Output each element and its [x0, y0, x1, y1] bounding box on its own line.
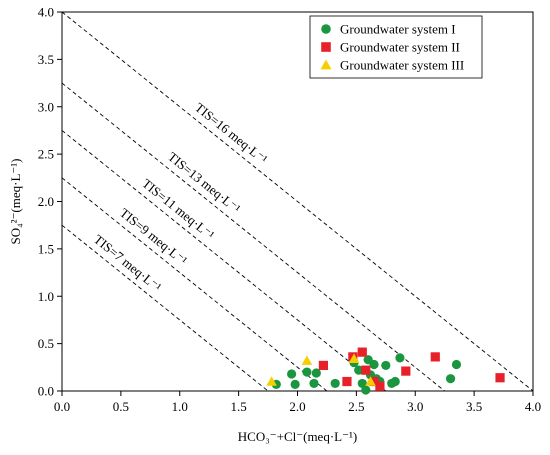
- data-point-circle: [451, 359, 462, 370]
- data-point-triangle: [348, 353, 360, 364]
- reference-lines: [61, 11, 534, 392]
- data-point-circle: [445, 374, 456, 384]
- y-tick-label: 0.5: [38, 336, 54, 351]
- tis-label: TIS=16 meq·L⁻¹: [192, 100, 270, 167]
- data-markers: [266, 347, 505, 395]
- tis-reference-line: [61, 82, 445, 392]
- data-point-circle: [361, 385, 371, 395]
- data-point-circle: [290, 379, 300, 389]
- data-point-circle: [354, 365, 364, 375]
- x-tick-label: 2.0: [289, 399, 305, 414]
- x-tick-label: 3.5: [466, 399, 482, 414]
- series-circle: [271, 353, 462, 395]
- legend-marker-circle: [321, 24, 331, 34]
- legend-marker-triangle: [320, 59, 332, 70]
- x-axis-title: HCO₃⁻+Cl⁻(meq·L⁻¹): [238, 429, 357, 444]
- y-tick-label: 1.0: [38, 289, 54, 304]
- data-point-circle: [381, 360, 391, 371]
- legend-marker-triangle: [320, 59, 332, 70]
- data-point-circle: [302, 367, 312, 377]
- data-point-square: [430, 352, 440, 362]
- x-axis: 0.0 0.5 1.0 1.5 2.0 2.5 3.0 3.5 4.0: [54, 391, 541, 414]
- x-tick-label: 3.0: [407, 399, 423, 414]
- x-tick-label: 2.5: [348, 399, 364, 414]
- y-tick-label: 3.0: [38, 99, 54, 114]
- tis-reference-line: [61, 177, 328, 392]
- legend-box: [309, 15, 483, 79]
- y-axis-title: SO₄²⁻(meq·L⁻¹): [8, 159, 23, 245]
- y-tick-label: 2.5: [38, 147, 54, 162]
- y-tick-label: 0.0: [38, 384, 54, 399]
- legend-item-system-3: Groundwater system III: [320, 58, 464, 73]
- data-point-triangle: [266, 376, 277, 386]
- legend-item-system-1: Groundwater system I: [321, 22, 456, 37]
- data-point-circle: [369, 359, 379, 370]
- legend: Groundwater system I Groundwater system …: [309, 15, 483, 79]
- y-tick-label: 4.0: [38, 5, 54, 20]
- series-triangle: [266, 353, 376, 386]
- data-point-square: [318, 360, 329, 371]
- legend-marker-square: [321, 42, 331, 52]
- y-tick-label: 1.5: [38, 241, 54, 256]
- legend-item-system-2: Groundwater system II: [321, 40, 460, 55]
- data-point-circle: [311, 368, 321, 378]
- data-point-circle: [390, 376, 400, 387]
- legend-marker-circle: [321, 24, 331, 34]
- y-tick-label: 3.5: [38, 52, 54, 67]
- data-point-square: [342, 376, 352, 387]
- data-point-triangle: [365, 376, 376, 386]
- series-square: [318, 347, 505, 391]
- data-point-circle: [330, 378, 340, 389]
- legend-label-system-1: Groundwater system I: [340, 22, 456, 37]
- tis-reference-line: [61, 11, 534, 392]
- data-point-circle: [395, 353, 405, 363]
- legend-label-system-3: Groundwater system III: [340, 58, 464, 73]
- data-point-triangle: [301, 355, 313, 365]
- data-point-square: [357, 347, 367, 357]
- y-axis: 0.0 0.5 1.0 1.5 2.0 2.5 3.0 3.5 4.0: [38, 5, 62, 399]
- x-tick-label: 0.0: [54, 399, 70, 414]
- x-tick-label: 1.0: [172, 399, 188, 414]
- tis-reference-line: [61, 130, 387, 392]
- data-point-square: [369, 376, 379, 387]
- legend-label-system-2: Groundwater system II: [340, 40, 460, 55]
- tis-reference-line: [61, 224, 269, 392]
- y-tick-label: 2.0: [38, 194, 54, 209]
- data-point-square: [495, 373, 505, 383]
- data-point-circle: [287, 369, 297, 379]
- x-tick-label: 0.5: [113, 399, 129, 414]
- x-tick-label: 4.0: [525, 399, 541, 414]
- data-point-circle: [309, 378, 319, 389]
- legend-marker-square: [321, 42, 331, 52]
- data-point-square: [375, 381, 385, 391]
- x-tick-label: 1.5: [231, 399, 247, 414]
- data-point-square: [361, 365, 371, 375]
- data-point-square: [401, 366, 411, 376]
